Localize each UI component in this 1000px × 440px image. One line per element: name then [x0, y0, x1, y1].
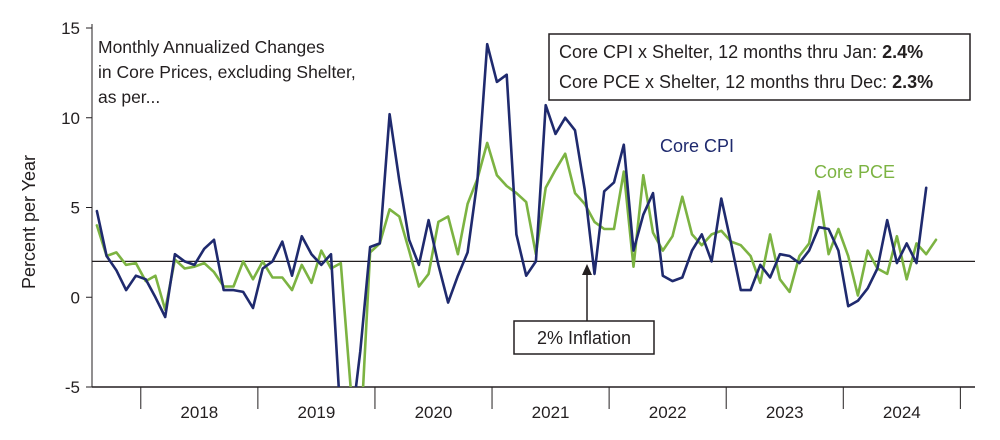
y-tick-label: 5 — [71, 199, 80, 218]
x-tick-label: 2024 — [883, 403, 921, 422]
series-line-core-pce — [95, 141, 938, 387]
axes: -5 0 5 10 15 2018 2019 2020 2021 2022 2023 2024 — [61, 19, 975, 422]
x-tick-label: 2023 — [766, 403, 804, 422]
chart-title-line-1: Monthly Annualized Changes — [98, 37, 325, 57]
x-tick-label: 2020 — [415, 403, 453, 422]
y-tick-label: 15 — [61, 19, 80, 38]
series-line-core-cpi — [95, 42, 928, 387]
x-tick-label: 2018 — [180, 403, 218, 422]
summary-line-1-value: 2.4% — [882, 42, 923, 62]
annotations: Monthly Annualized Changes in Core Price… — [19, 33, 971, 355]
summary-line-2: Core PCE x Shelter, 12 months thru Dec: … — [559, 72, 933, 92]
summary-line-2-value: 2.3% — [892, 72, 933, 92]
chart-title-line-2: in Core Prices, excluding Shelter, — [98, 62, 356, 82]
y-tick-label: -5 — [65, 378, 80, 397]
x-tick-label: 2021 — [532, 403, 570, 422]
chart-title-line-3: as per... — [98, 87, 160, 107]
summary-box — [548, 33, 971, 101]
y-tick-label: 0 — [71, 288, 80, 307]
y-tick-label: 10 — [61, 109, 80, 128]
x-tick-label: 2019 — [297, 403, 335, 422]
summary-line-1: Core CPI x Shelter, 12 months thru Jan: … — [559, 42, 923, 62]
summary-line-2-prefix: Core PCE x Shelter, 12 months thru Dec: — [559, 72, 892, 92]
series-group — [95, 42, 938, 387]
inflation-label-box — [513, 320, 655, 355]
x-tick-label: 2022 — [649, 403, 687, 422]
series-label-core-cpi: Core CPI — [660, 136, 734, 156]
inflation-arrow-head — [582, 264, 592, 275]
inflation-label: 2% Inflation — [537, 328, 631, 348]
y-axis-label: Percent per Year — [19, 155, 39, 289]
summary-line-1-prefix: Core CPI x Shelter, 12 months thru Jan: — [559, 42, 882, 62]
series-label-core-pce: Core PCE — [814, 162, 895, 182]
